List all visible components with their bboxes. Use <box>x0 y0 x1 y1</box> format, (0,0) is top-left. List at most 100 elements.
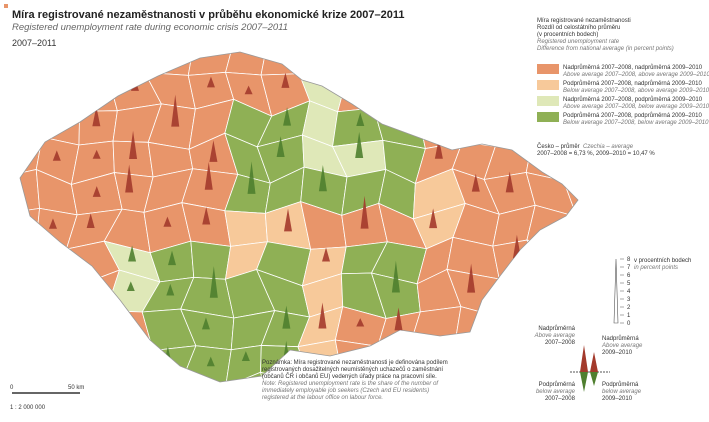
spike <box>20 141 24 159</box>
spike-up-right <box>590 352 598 372</box>
legend: Míra registrované nezaměstnanostiRozdíl … <box>262 18 709 402</box>
scale-spike <box>613 258 619 324</box>
spike <box>11 62 19 93</box>
spike-legend-period: 2009–2010 <box>602 350 633 356</box>
spike <box>467 263 476 293</box>
spike-down-right <box>590 372 598 386</box>
region <box>190 240 232 280</box>
legend-label-en: Below average 2007–2008, below average 2… <box>563 120 709 126</box>
region <box>453 103 496 147</box>
region <box>296 52 348 78</box>
subtitle: Registered unemployment rate during econ… <box>12 22 288 33</box>
region <box>453 70 499 109</box>
spike-legend-label-en: Above average <box>601 343 643 349</box>
spike <box>245 376 254 382</box>
spike <box>92 186 101 197</box>
spike <box>585 196 593 229</box>
spike <box>20 305 22 329</box>
region <box>75 373 122 382</box>
scale-ratio: 1 : 2 000 000 <box>10 405 46 411</box>
region <box>224 210 268 247</box>
scale-tick-label: 0 <box>627 321 631 327</box>
spike <box>586 340 594 363</box>
region <box>491 338 543 376</box>
spike-legend-label: Podprůměrná <box>602 381 639 388</box>
region <box>337 71 381 113</box>
region <box>493 52 542 80</box>
region <box>20 71 36 109</box>
spike <box>91 278 100 297</box>
region <box>20 379 39 382</box>
spike <box>282 305 291 329</box>
spike <box>209 140 218 162</box>
spike <box>360 195 369 229</box>
region <box>20 341 42 381</box>
region <box>336 52 381 78</box>
region <box>373 71 425 111</box>
average-label: Česko – průměr <box>537 143 580 150</box>
spike <box>435 52 444 58</box>
region <box>526 239 577 280</box>
region <box>144 52 195 76</box>
spike <box>284 208 293 232</box>
region <box>111 336 154 382</box>
region <box>485 107 534 147</box>
legend-label-en: Above average 2007–2008, below average 2… <box>562 104 709 110</box>
spike <box>132 386 140 397</box>
period: 2007–2011 <box>12 38 56 48</box>
spike <box>130 78 139 91</box>
region <box>489 372 536 382</box>
region <box>491 306 543 348</box>
spike <box>163 216 172 227</box>
scale-tick-label: 8 <box>627 257 631 263</box>
region <box>600 176 650 219</box>
scale-start: 0 <box>10 385 14 391</box>
spike <box>86 213 95 229</box>
spike-down-left <box>580 372 588 392</box>
spike <box>281 72 290 88</box>
scale-tick-label: 5 <box>627 281 631 287</box>
region <box>416 73 463 111</box>
scale-title: v procentních bodech <box>634 258 691 264</box>
region <box>20 103 43 148</box>
region <box>562 178 578 218</box>
legend-swatch <box>537 80 559 90</box>
spike-legend-period: 2009–2010 <box>602 396 633 402</box>
spike <box>92 341 101 363</box>
spike <box>468 52 477 58</box>
legend-title: Rozdíl od celostátního průměru <box>537 24 620 31</box>
region <box>453 306 496 349</box>
average-label-en: Czechia – average <box>583 144 634 150</box>
region <box>75 337 120 382</box>
spike-legend-period: 2007–2008 <box>545 396 576 402</box>
spike <box>395 108 404 129</box>
spike <box>209 266 218 298</box>
scale-tick-label: 6 <box>627 273 631 279</box>
spike <box>126 281 135 292</box>
spike <box>247 161 256 194</box>
spike <box>55 52 64 54</box>
spike <box>206 356 215 367</box>
region <box>225 371 273 382</box>
region <box>225 52 269 76</box>
spike <box>125 164 134 193</box>
region <box>107 52 157 79</box>
legend-title: Míra registrované nezaměstnanosti <box>537 18 631 24</box>
spike <box>202 207 211 225</box>
legend-label-en: Above average 2007–2008, above average 2… <box>562 72 709 78</box>
spike <box>622 177 630 199</box>
spike <box>52 381 61 382</box>
region <box>415 52 463 77</box>
spike <box>241 351 250 362</box>
region <box>567 240 578 280</box>
region <box>67 310 120 343</box>
spike-legend-label: Nadprůměrná <box>602 335 639 342</box>
region <box>37 307 81 352</box>
spike <box>54 313 63 325</box>
region <box>112 383 160 417</box>
region <box>523 269 577 313</box>
spike <box>509 63 518 94</box>
title: Míra registrované nezaměstnanosti v průb… <box>12 9 405 21</box>
spike <box>206 76 215 88</box>
